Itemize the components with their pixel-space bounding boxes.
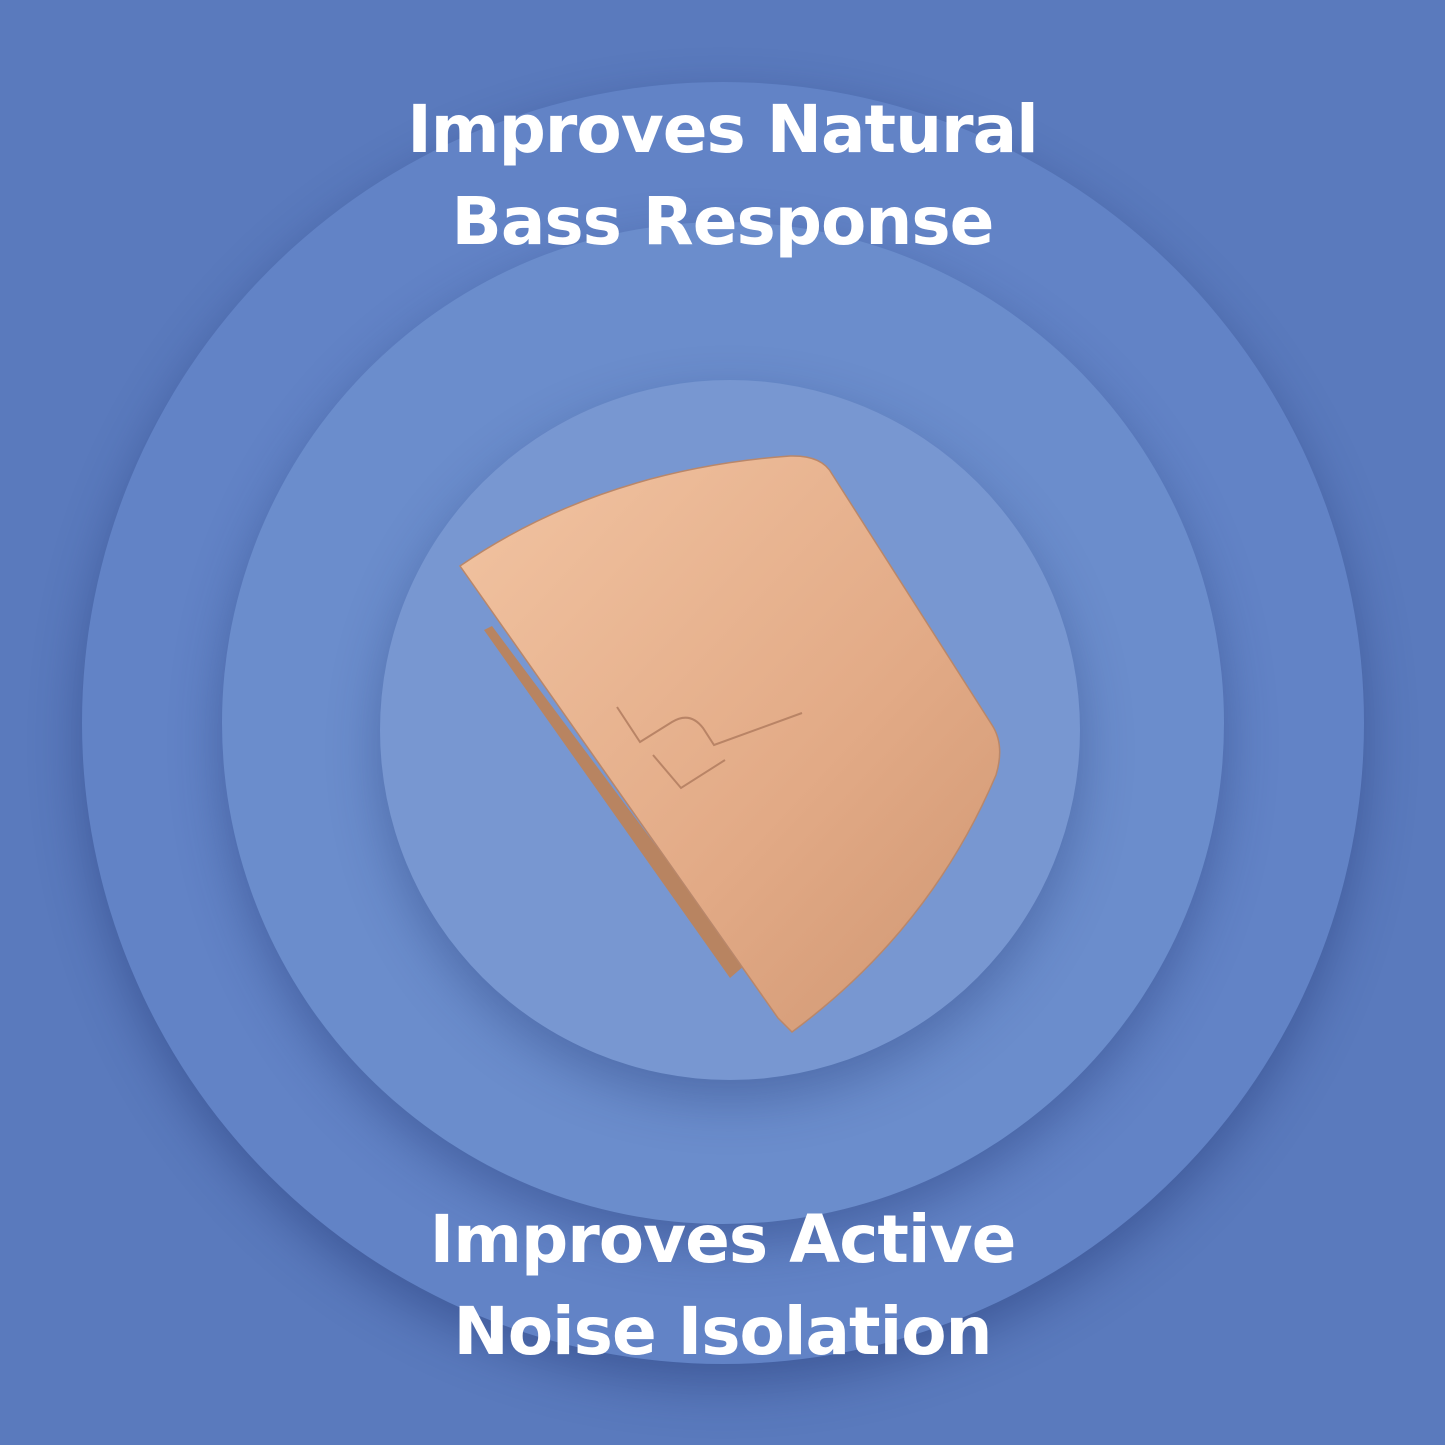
- headline-top: Improves Natural Bass Response: [0, 84, 1445, 268]
- headline-top-line2: Bass Response: [451, 183, 995, 260]
- headline-bottom-line2: Noise Isolation: [453, 1293, 992, 1370]
- headline-top-line1: Improves Natural: [407, 91, 1039, 168]
- back-flap: [484, 626, 745, 978]
- headline-bottom: Improves Active Noise Isolation: [0, 1194, 1445, 1378]
- logo-icon: [616, 706, 803, 790]
- front-shell: [458, 455, 1001, 1033]
- headline-bottom-line1: Improves Active: [429, 1201, 1017, 1278]
